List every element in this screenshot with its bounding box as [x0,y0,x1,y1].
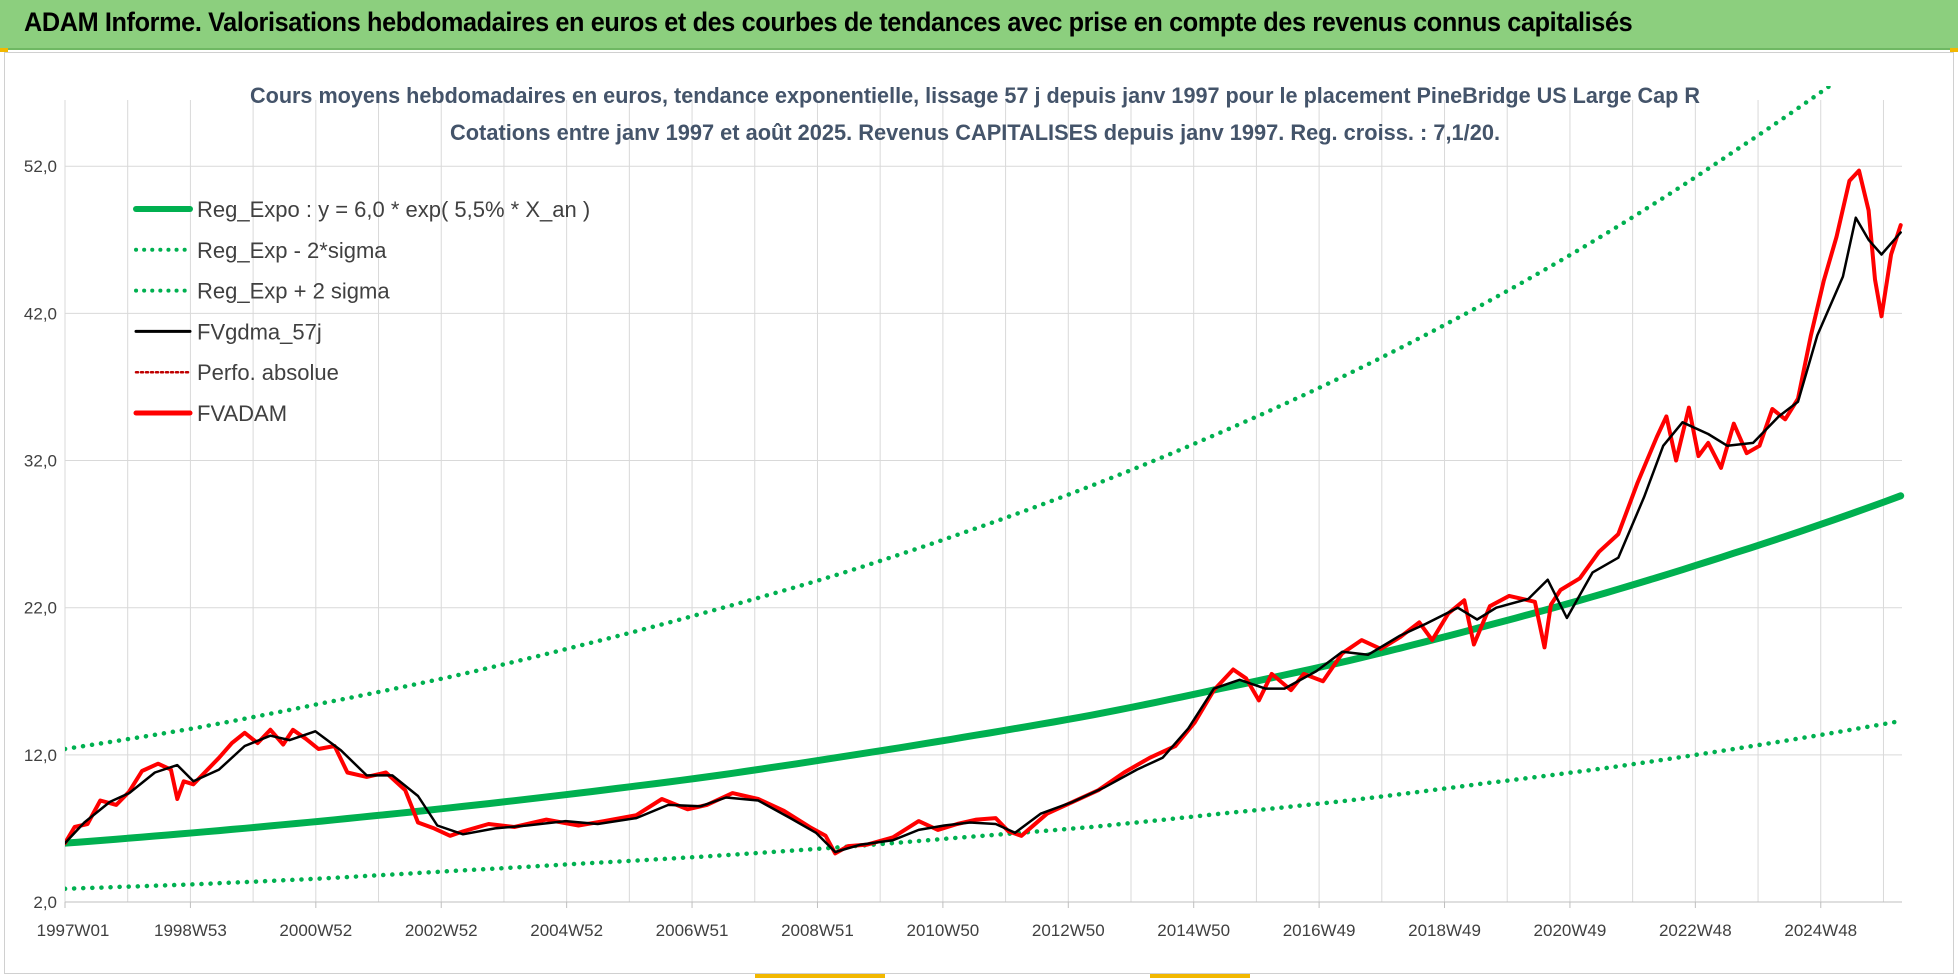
x-tick-label: 2008W51 [781,921,854,940]
chart-title: Cours moyens hebdomadaires en euros, ten… [250,83,1700,108]
y-tick-label: 52,0 [24,157,57,176]
y-tick-label: 42,0 [24,304,57,323]
x-tick-label: 1998W53 [154,921,227,940]
corner-marker-left [0,48,8,52]
x-tick-label: 2000W52 [279,921,352,940]
corner-marker-right [1950,48,1958,52]
report-title: ADAM Informe. Valorisations hebdomadaire… [24,7,1633,37]
grid [64,100,1902,903]
series-line [65,492,1905,847]
x-tick-label: 2014W50 [1157,921,1230,940]
legend-label: Reg_Exp + 2 sigma [197,279,390,304]
y-axis: 2,0 12,0 22,0 32,0 42,0 52,0 [24,157,57,912]
x-tick-label: 2006W51 [656,921,729,940]
legend-label: FVgdma_57j [197,319,322,344]
y-tick-label: 22,0 [24,599,57,618]
x-tick-label: 1997W01 [37,921,110,940]
series-line [65,718,1903,892]
x-axis: 1997W01 1998W53 2000W52 2002W52 2004W52 2006W… [37,902,1857,940]
bottom-marker-1 [755,974,885,978]
x-tick-label: 2018W49 [1408,921,1481,940]
legend-label: Reg_Expo : y = 6,0 * exp( 5,5% * X_an ) [197,197,590,222]
series-line [65,86,1834,752]
legend-label: FVADAM [197,401,287,426]
series-line [65,168,1903,856]
x-tick-label: 2020W49 [1534,921,1607,940]
legend: Reg_Expo : y = 6,0 * exp( 5,5% * X_an ) R… [133,197,590,426]
x-tick-label: 2010W50 [906,921,979,940]
x-tick-label: 2012W50 [1032,921,1105,940]
x-tick-label: 2002W52 [405,921,478,940]
bottom-marker-2 [1150,974,1250,978]
legend-label: Perfo. absolue [197,360,339,385]
y-tick-label: 32,0 [24,452,57,471]
legend-label: Reg_Exp - 2*sigma [197,238,387,263]
y-tick-label: 12,0 [24,746,57,765]
x-tick-label: 2004W52 [530,921,603,940]
x-tick-label: 2016W49 [1283,921,1356,940]
x-tick-label: 2022W48 [1659,921,1732,940]
series-line [65,216,1902,854]
chart-subtitle: Cotations entre janv 1997 et août 2025. … [450,120,1500,145]
x-tick-label: 2024W48 [1784,921,1857,940]
chart-frame [4,52,1954,974]
y-tick-label: 2,0 [33,893,57,912]
series-layer [65,86,1905,892]
report-banner: ADAM Informe. Valorisations hebdomadaire… [0,0,1958,50]
